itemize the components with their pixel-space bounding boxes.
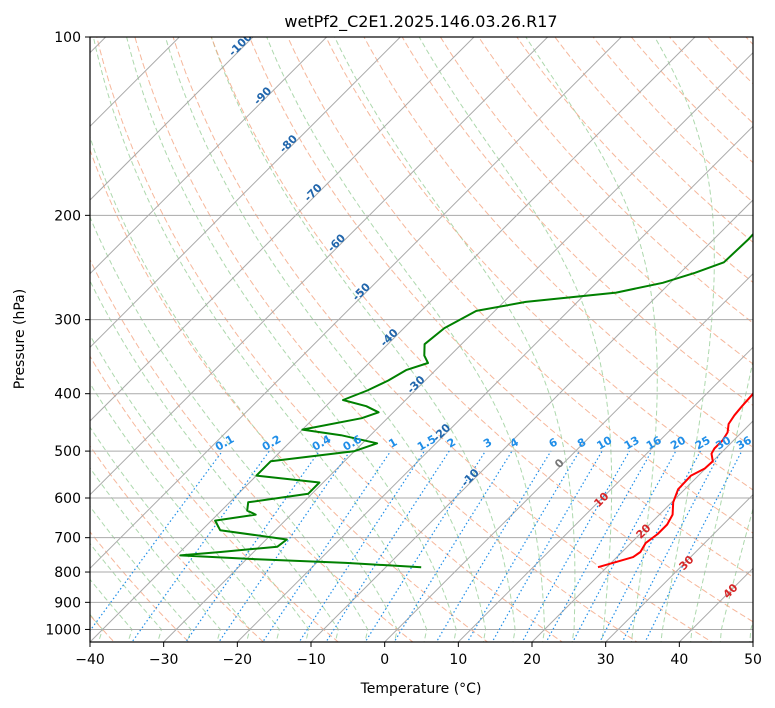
x-tick-label: 50 xyxy=(744,652,762,668)
mixing-ratio-line xyxy=(599,450,702,642)
isotherm-line xyxy=(90,37,328,275)
moist-adiabat-line xyxy=(90,334,310,642)
dry-adiabat-line xyxy=(90,445,265,642)
moist-adiabat-line xyxy=(525,37,658,642)
x-tick-label: −30 xyxy=(149,652,179,668)
moist-adiabat-line xyxy=(164,37,487,642)
isotherm-line xyxy=(236,125,753,642)
y-tick-label: 100 xyxy=(54,30,81,46)
temperature-profile-line xyxy=(597,391,753,569)
plot-frame xyxy=(89,36,754,643)
isotherm-line xyxy=(531,420,753,642)
mixing-ratio-line xyxy=(491,450,603,642)
isotherm-line xyxy=(90,37,402,349)
mixing-ratio-line xyxy=(572,450,677,642)
moist-adiabat-line xyxy=(126,37,457,642)
dry-adiabat-line xyxy=(90,531,190,642)
moist-adiabat-line xyxy=(92,37,428,642)
moist-adiabat-line xyxy=(334,37,576,642)
moist-adiabat-line xyxy=(719,506,753,642)
chart-title: wetPf2_C2E1.2025.146.03.26.R17 xyxy=(284,12,557,32)
mixing-ratio-line xyxy=(545,450,653,642)
x-tick-label: −10 xyxy=(296,652,326,668)
moist-adiabat-line xyxy=(90,135,398,642)
x-tick-label: −40 xyxy=(75,652,105,668)
plot-area: 0.1 0.2 0.4 0.6 1 1.5 2 3 4 6 8 10 13 16 20 25 30 36-100-… xyxy=(90,24,775,654)
dry-adiabat-line xyxy=(287,37,753,534)
x-tick-label: 10 xyxy=(449,652,467,668)
chart-background xyxy=(90,37,753,642)
y-tick-label: 700 xyxy=(54,531,81,547)
mixing-ratio-line xyxy=(435,450,552,642)
dry-adiabat-line xyxy=(90,258,414,642)
y-tick-label: 300 xyxy=(54,313,81,329)
mixing-ratio-line xyxy=(262,450,392,642)
x-tick-label: 0 xyxy=(380,652,389,668)
dry-adiabat-line xyxy=(90,355,339,642)
y-tick-label: 500 xyxy=(54,444,81,460)
moist-adiabat-line xyxy=(90,279,339,642)
x-axis: −40 −30 −20 −10 0 10 20 30 40 50 xyxy=(75,642,762,668)
dry-adiabat-line xyxy=(363,37,753,448)
dry-adiabat-line xyxy=(134,37,638,642)
moist-adiabat-line xyxy=(266,37,546,642)
isotherm-line xyxy=(90,37,696,642)
isotherm-line xyxy=(90,37,549,496)
dry-adiabats xyxy=(90,24,775,654)
y-axis-label: Pressure (hPa) xyxy=(12,289,28,389)
mixing-ratio-line xyxy=(393,450,513,642)
x-tick-label: 40 xyxy=(670,652,688,668)
isotherm-line xyxy=(383,272,753,642)
y-tick-label: 900 xyxy=(54,595,81,611)
dry-adiabat-line xyxy=(771,24,775,654)
isotherm-line xyxy=(90,37,623,570)
y-tick-label: 400 xyxy=(54,387,81,403)
y-tick-label: 800 xyxy=(54,565,81,581)
dry-adiabat-line xyxy=(172,37,713,642)
isotherm-line xyxy=(90,37,475,422)
mixing-ratio-line xyxy=(466,450,580,642)
mixing-ratio-line xyxy=(218,450,351,642)
isotherm-gridlines xyxy=(90,37,753,642)
x-tick-label: 20 xyxy=(523,652,541,668)
x-tick-label: −20 xyxy=(223,652,253,668)
dewpoint-profile-line xyxy=(179,232,753,569)
mixing-ratio-line xyxy=(131,450,270,642)
mixing-ratio-line xyxy=(325,450,450,642)
dry-adiabat-line xyxy=(401,37,753,406)
isotherm-line xyxy=(90,37,254,201)
y-tick-label: 200 xyxy=(54,208,81,224)
isobar-gridlines xyxy=(90,37,753,630)
dry-adiabat-line xyxy=(478,37,753,324)
isotherm-line xyxy=(457,346,753,642)
mixing-ratio-line xyxy=(298,450,425,642)
mixing-ratio-lines xyxy=(90,450,743,642)
dry-adiabat-line xyxy=(90,148,489,642)
mixing-ratio-line xyxy=(364,450,486,642)
mixing-ratio-label: 36 xyxy=(734,433,754,452)
isotherm-line xyxy=(604,493,753,642)
y-tick-label: 600 xyxy=(54,491,81,507)
moist-adiabat-line xyxy=(90,215,369,642)
isotherm-line xyxy=(310,199,753,642)
moist-adiabat-line xyxy=(418,37,613,642)
dry-adiabat-line xyxy=(210,37,753,623)
y-axis: 100 200 300 400 500 600 700 800 900 1000 xyxy=(45,30,90,638)
sounding-profiles xyxy=(179,232,753,569)
x-axis-label: Temperature (°C) xyxy=(360,681,482,697)
moist-adiabat-line xyxy=(210,37,516,642)
moist-adiabat-line xyxy=(690,358,753,642)
y-tick-label: 1000 xyxy=(45,622,81,638)
x-tick-label: 30 xyxy=(597,652,615,668)
dry-adiabat-line xyxy=(248,37,753,578)
